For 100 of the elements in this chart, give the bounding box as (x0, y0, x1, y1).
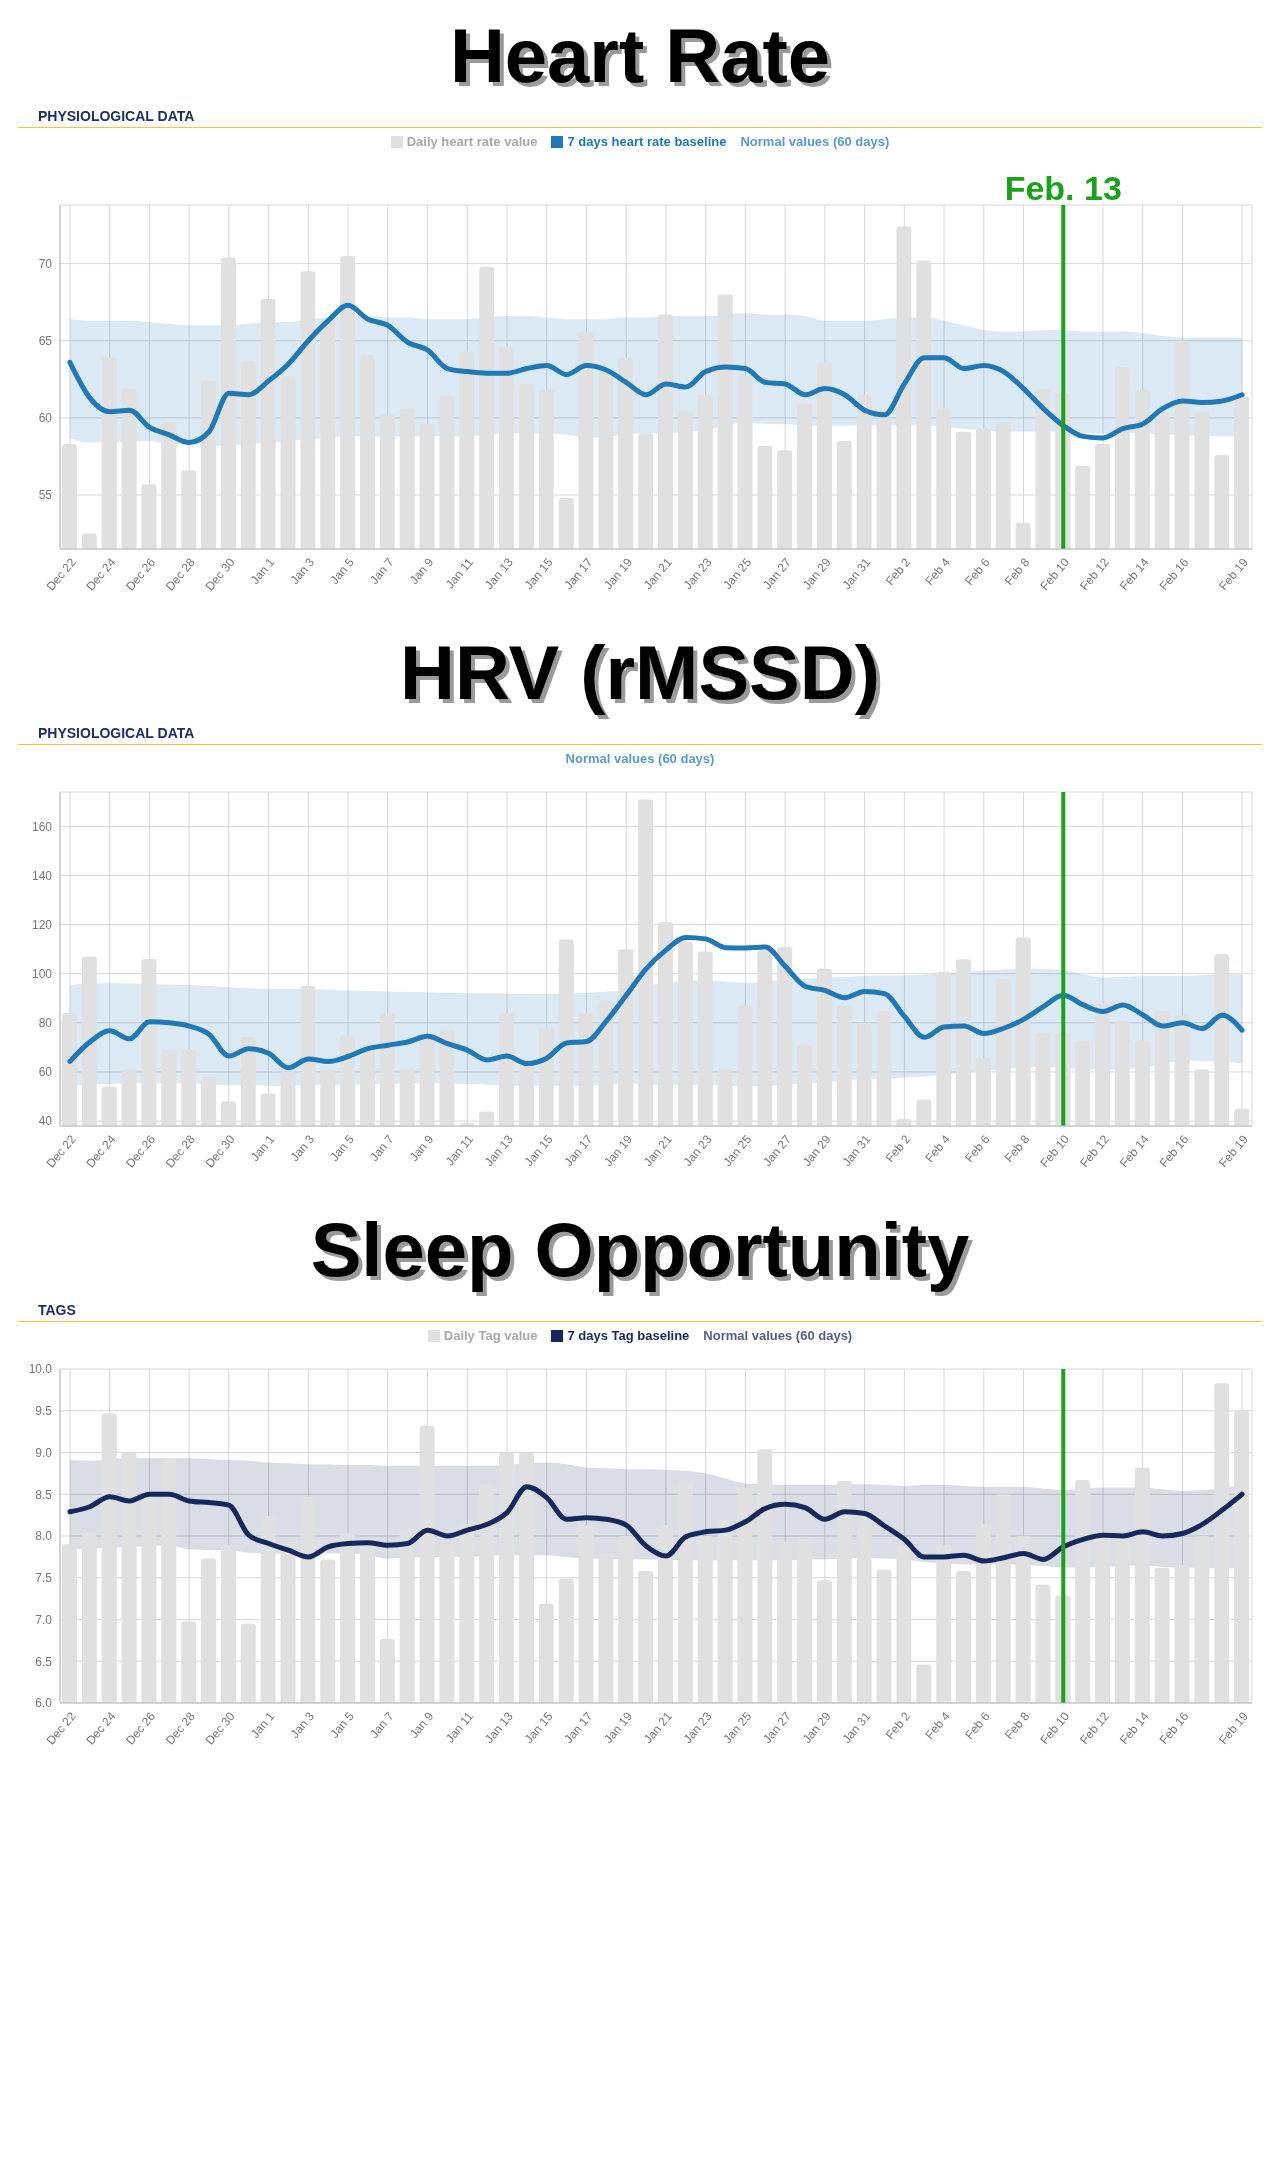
x-tick-label: Feb 10 (1037, 555, 1073, 594)
x-tick-label: Jan 31 (839, 1709, 874, 1747)
x-tick-label: Dec 30 (202, 555, 238, 594)
x-tick-label: Feb 6 (962, 1132, 993, 1165)
ref-line-label: Feb. 13 (1004, 169, 1122, 207)
x-tick-label: Feb 6 (962, 555, 993, 588)
x-tick-label: Dec 26 (123, 1709, 159, 1748)
x-tick-label: Jan 3 (287, 555, 318, 587)
x-tick-label: Jan 19 (601, 1709, 636, 1747)
x-tick-label: Feb 16 (1156, 1709, 1192, 1748)
x-tick-label: Jan 7 (367, 1709, 397, 1741)
chart-title: HRV (rMSSD) (399, 629, 881, 717)
x-tick-label: Feb 16 (1156, 555, 1192, 594)
y-tick-label: 80 (38, 1016, 53, 1031)
y-tick-label: 10.0 (28, 1362, 53, 1377)
x-tick-label: Feb 19 (1216, 1132, 1252, 1171)
x-tick-label: Dec 24 (83, 555, 119, 594)
x-tick-label: Jan 1 (247, 555, 278, 587)
x-tick-label: Feb 6 (962, 1709, 993, 1742)
x-tick-label: Feb 19 (1216, 1709, 1252, 1748)
x-tick-label: Jan 29 (799, 555, 834, 593)
x-tick-label: Jan 5 (327, 555, 358, 587)
x-tick-label: Dec 28 (162, 1709, 199, 1748)
x-tick-label: Feb 12 (1077, 555, 1113, 594)
y-tick-label: 7.5 (35, 1571, 53, 1586)
chart-title: Sleep Opportunity (309, 1206, 971, 1294)
text: Normal values (60 days) (565, 751, 715, 766)
x-tick-label: Jan 23 (680, 1132, 715, 1170)
x-tick-label: Feb 12 (1077, 1132, 1113, 1171)
y-tick-label: 120 (31, 917, 53, 932)
legend-label: Daily Tag value (442, 1328, 538, 1343)
x-tick-label: Jan 11 (442, 555, 477, 592)
chart-subtitle: PHYSIOLOGICAL DATA (18, 721, 1262, 745)
x-tick-label: Feb 12 (1077, 1709, 1113, 1748)
y-tick-label: 70 (38, 256, 53, 271)
x-tick-label: Jan 27 (760, 555, 795, 593)
x-tick-label: Feb 2 (882, 1132, 914, 1165)
x-tick-label: Feb 14 (1116, 1132, 1152, 1171)
x-tick-label: Dec 24 (83, 1132, 119, 1171)
text: Normal values (60 days) (703, 1328, 853, 1343)
x-tick-label: Feb 2 (882, 555, 914, 588)
x-tick-label: Feb 8 (1001, 1132, 1033, 1165)
x-tick-label: Dec 28 (162, 1132, 199, 1171)
x-tick-label: Jan 21 (640, 1132, 675, 1170)
y-tick-label: 6.5 (35, 1654, 53, 1669)
x-tick-label: Jan 5 (327, 1132, 358, 1164)
x-tick-label: Feb 14 (1116, 555, 1152, 594)
y-tick-label: 140 (31, 868, 53, 883)
x-tick-label: Jan 1 (247, 1132, 278, 1164)
x-tick-label: Dec 30 (202, 1709, 238, 1748)
x-tick-label: Jan 31 (839, 555, 874, 593)
x-tick-label: Jan 13 (481, 555, 517, 593)
x-tick-label: Jan 25 (720, 555, 755, 593)
x-tick-label: Jan 25 (720, 1132, 755, 1170)
x-tick-label: Dec 26 (123, 1132, 159, 1171)
x-tick-label: Jan 11 (442, 1132, 477, 1169)
x-tick-label: Jan 5 (327, 1709, 358, 1741)
x-tick-label: Jan 11 (442, 1709, 477, 1746)
x-tick-label: Feb 14 (1116, 1709, 1152, 1748)
x-tick-label: Feb 4 (922, 1132, 954, 1165)
x-tick-label: Jan 15 (521, 1709, 556, 1747)
y-tick-label: 7.0 (35, 1612, 53, 1627)
y-tick-label: 8.5 (35, 1487, 53, 1502)
x-tick-label: Feb 4 (922, 555, 954, 588)
x-tick-label: Jan 27 (760, 1132, 795, 1170)
x-tick-label: Jan 3 (287, 1709, 318, 1741)
x-tick-label: Jan 1 (247, 1709, 278, 1741)
x-tick-label: Jan 13 (481, 1709, 517, 1747)
x-tick-label: Jan 9 (406, 1132, 437, 1164)
x-tick-label: Jan 17 (561, 555, 596, 593)
x-tick-label: Jan 17 (561, 1709, 596, 1747)
x-tick-label: Feb 2 (882, 1709, 914, 1742)
chart-subtitle: TAGS (18, 1298, 1262, 1322)
y-tick-label: 55 (38, 488, 53, 503)
x-tick-label: Dec 22 (43, 1132, 79, 1171)
x-tick-label: Jan 27 (760, 1709, 795, 1747)
x-tick-label: Dec 22 (43, 1709, 79, 1748)
y-tick-label: 60 (38, 1065, 53, 1080)
text: Normal values (60 days) (740, 134, 890, 149)
x-tick-label: Feb 19 (1216, 555, 1252, 594)
x-tick-label: Jan 9 (406, 1709, 437, 1741)
y-tick-label: 40 (38, 1114, 53, 1129)
y-tick-label: 9.5 (35, 1404, 53, 1419)
x-tick-label: Feb 16 (1156, 1132, 1192, 1171)
x-tick-label: Jan 21 (640, 555, 675, 593)
legend-label: Daily heart rate value (405, 134, 538, 149)
y-tick-label: 60 (38, 411, 53, 426)
x-tick-label: Jan 9 (406, 555, 437, 587)
x-tick-label: Jan 19 (601, 555, 636, 593)
x-tick-label: Jan 13 (481, 1132, 517, 1170)
x-tick-label: Feb 8 (1001, 1709, 1033, 1742)
chart-subtitle: PHYSIOLOGICAL DATA (18, 104, 1262, 128)
x-tick-label: Feb 4 (922, 1709, 954, 1742)
x-tick-label: Jan 7 (367, 1132, 397, 1164)
x-tick-label: Jan 29 (799, 1709, 834, 1747)
x-tick-label: Dec 28 (162, 555, 199, 594)
legend-label: 7 days heart rate baseline (566, 134, 727, 149)
y-tick-label: 100 (31, 967, 53, 981)
x-tick-label: Jan 29 (799, 1132, 834, 1170)
chart-title: Heart Rate (448, 12, 832, 100)
